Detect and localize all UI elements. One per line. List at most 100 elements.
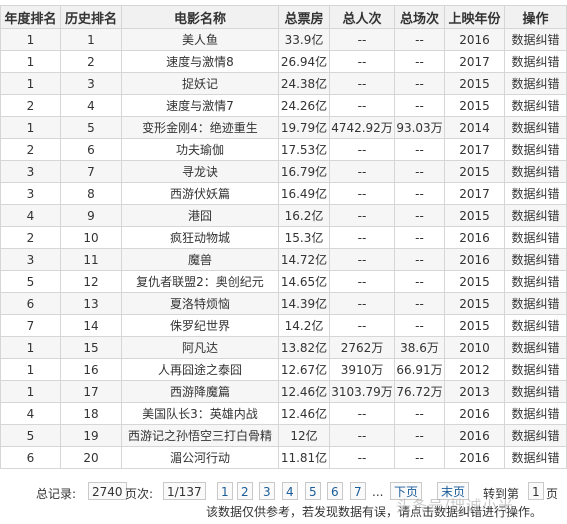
data-correction-link[interactable]: 数据纠错 [504,94,567,117]
movie-name-link[interactable]: 复仇者联盟2：奥创纪元 [121,270,279,293]
viewers-cell: -- [329,292,395,315]
data-correction-link[interactable]: 数据纠错 [504,182,567,205]
page-link-7[interactable]: 7 [350,482,366,500]
movie-name-link[interactable]: 功夫瑜伽 [121,138,279,161]
data-correction-link[interactable]: 数据纠错 [504,358,567,381]
movie-name-link[interactable]: 西游记之孙悟空三打白骨精 [121,424,279,447]
movie-name-link[interactable]: 湄公河行动 [121,446,279,469]
year-rank-cell: 1 [0,72,61,95]
table-row: 1 16 人再囧途之泰囧 12.67亿 3910万 66.91万 2012 数据纠错 [0,358,567,381]
movie-name-link[interactable]: 变形金刚4：绝迹重生 [121,116,279,139]
viewers-cell: -- [329,72,395,95]
box-office-cell: 33.9亿 [278,28,330,51]
release-year-cell: 2015 [444,270,505,293]
movie-name-link[interactable]: 人再囧途之泰囧 [121,358,279,381]
movie-name-link[interactable]: 阿凡达 [121,336,279,359]
table-header-row: 年度排名 历史排名 电影名称 总票房 总人次 总场次 上映年份 操作 [0,5,567,29]
movie-name-link[interactable]: 疯狂动物城 [121,226,279,249]
box-office-cell: 17.53亿 [278,138,330,161]
viewers-cell: -- [329,138,395,161]
page-link-5[interactable]: 5 [305,482,321,500]
release-year-cell: 2016 [444,402,505,425]
history-rank-cell: 18 [60,402,122,425]
history-rank-cell: 10 [60,226,122,249]
release-year-cell: 2016 [444,226,505,249]
table-row: 1 3 捉妖记 24.38亿 -- -- 2015 数据纠错 [0,72,567,95]
page-link-6[interactable]: 6 [327,482,343,500]
data-correction-link[interactable]: 数据纠错 [504,314,567,337]
page-link-1[interactable]: 1 [217,482,233,500]
release-year-cell: 2013 [444,380,505,403]
data-correction-link[interactable]: 数据纠错 [504,248,567,271]
data-correction-link[interactable]: 数据纠错 [504,402,567,425]
viewers-cell: -- [329,182,395,205]
data-correction-link[interactable]: 数据纠错 [504,138,567,161]
movie-name-link[interactable]: 寻龙诀 [121,160,279,183]
year-rank-cell: 5 [0,424,61,447]
year-rank-cell: 1 [0,336,61,359]
header-release-year: 上映年份 [444,5,505,29]
history-rank-cell: 14 [60,314,122,337]
shows-cell: -- [394,292,445,315]
movie-name-link[interactable]: 美人鱼 [121,28,279,51]
release-year-cell: 2015 [444,160,505,183]
year-rank-cell: 7 [0,314,61,337]
shows-cell: -- [394,72,445,95]
page-link-2[interactable]: 2 [237,482,253,500]
movie-name-link[interactable]: 港囧 [121,204,279,227]
viewers-cell: -- [329,424,395,447]
box-office-cell: 12.67亿 [278,358,330,381]
table-row: 3 11 魔兽 14.72亿 -- -- 2016 数据纠错 [0,248,567,271]
movie-name-link[interactable]: 速度与激情7 [121,94,279,117]
data-correction-link[interactable]: 数据纠错 [504,116,567,139]
data-correction-link[interactable]: 数据纠错 [504,160,567,183]
data-correction-link[interactable]: 数据纠错 [504,226,567,249]
movie-name-link[interactable]: 捉妖记 [121,72,279,95]
movie-name-link[interactable]: 西游降魔篇 [121,380,279,403]
data-correction-link[interactable]: 数据纠错 [504,446,567,469]
data-correction-link[interactable]: 数据纠错 [504,380,567,403]
history-rank-cell: 11 [60,248,122,271]
page-link-4[interactable]: 4 [282,482,298,500]
data-correction-link[interactable]: 数据纠错 [504,72,567,95]
last-page-button[interactable]: 末页 [437,482,470,500]
table-row: 3 7 寻龙诀 16.79亿 -- -- 2015 数据纠错 [0,160,567,183]
movie-name-link[interactable]: 魔兽 [121,248,279,271]
data-correction-link[interactable]: 数据纠错 [504,336,567,359]
next-page-button[interactable]: 下页 [390,482,423,500]
data-correction-link[interactable]: 数据纠错 [504,28,567,51]
movie-name-link[interactable]: 夏洛特烦恼 [121,292,279,315]
data-correction-link[interactable]: 数据纠错 [504,424,567,447]
data-correction-link[interactable]: 数据纠错 [504,50,567,73]
shows-cell: -- [394,204,445,227]
viewers-cell: 3910万 [329,358,395,381]
box-office-table: 年度排名 历史排名 电影名称 总票房 总人次 总场次 上映年份 操作 1 1 美人鱼… [0,5,567,469]
shows-cell: 38.6万 [394,336,445,359]
box-office-cell: 14.72亿 [278,248,330,271]
shows-cell: -- [394,94,445,117]
table-row: 6 13 夏洛特烦恼 14.39亿 -- -- 2015 数据纠错 [0,292,567,315]
page-link-3[interactable]: 3 [259,482,275,500]
data-correction-link[interactable]: 数据纠错 [504,204,567,227]
movie-name-link[interactable]: 美国队长3：英雄内战 [121,402,279,425]
viewers-cell: -- [329,160,395,183]
year-rank-cell: 2 [0,138,61,161]
data-correction-link[interactable]: 数据纠错 [504,270,567,293]
movie-name-link[interactable]: 西游伏妖篇 [121,182,279,205]
total-records-label: 总记录: [36,487,77,501]
history-rank-cell: 13 [60,292,122,315]
movie-name-link[interactable]: 速度与激情8 [121,50,279,73]
data-correction-link[interactable]: 数据纠错 [504,292,567,315]
movie-name-link[interactable]: 侏罗纪世界 [121,314,279,337]
shows-cell: -- [394,226,445,249]
viewers-cell: 2762万 [329,336,395,359]
shows-cell: 66.91万 [394,358,445,381]
table-row: 2 4 速度与激情7 24.26亿 -- -- 2015 数据纠错 [0,94,567,117]
page-ellipsis: ... [372,485,384,499]
year-rank-cell: 3 [0,182,61,205]
shows-cell: -- [394,402,445,425]
year-rank-cell: 3 [0,160,61,183]
table-row: 3 8 西游伏妖篇 16.49亿 -- -- 2017 数据纠错 [0,182,567,205]
goto-page-input[interactable]: 1 [528,482,544,500]
viewers-cell: -- [329,28,395,51]
